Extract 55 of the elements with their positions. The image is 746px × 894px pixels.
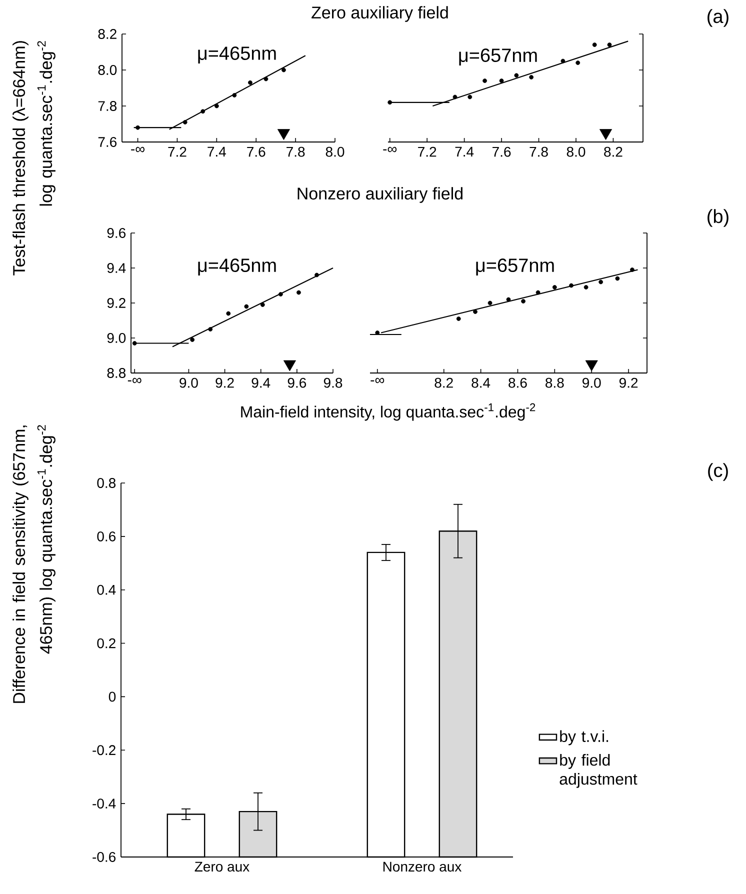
x-tick-label: 8.2 [434,378,453,388]
y-tick-label: -0.6 [92,852,116,862]
y-tick-label: 0 [108,692,116,702]
series-label: μ=657nm [459,48,537,66]
x-tick-label: -∞ [128,378,142,384]
x-tick-label: 9.6 [288,378,306,388]
text: (c) [708,463,728,481]
x-tick-label: 8.0 [326,146,344,157]
y-tick-label: 8.0 [98,65,117,75]
x-tick-label: 9.8 [324,378,342,388]
x-tick-label: 7.4 [455,146,474,156]
y-tick-label: 0.6 [97,531,116,542]
x-tick-label: 7.8 [286,146,305,157]
y-tick-label: 8.2 [98,29,116,39]
y-tick-label: 7.8 [98,101,117,111]
legend-label: by t.v.i. [560,730,608,746]
x-tick-label: -∞ [383,146,397,152]
x-tick-label: 8.4 [472,378,490,388]
x-tick-label: 9.4 [252,378,270,388]
y-tick-label: 0.4 [97,584,116,595]
x-tick-label: 9.0 [180,378,198,388]
x-tick-label: 9.2 [619,378,638,388]
x-tick-label: -∞ [131,146,145,152]
y-tick-label: 9.6 [107,228,126,238]
text: (b) [708,209,728,227]
series-label: μ=465nm [198,46,276,64]
series-label: μ=465nm [198,258,276,276]
y-tick-label: -0.2 [92,745,116,756]
text: (a) [708,9,728,27]
text: Nonzero auxiliary field [298,187,462,203]
x-tick-label: 7.2 [168,146,186,157]
x-tick-label: 7.6 [247,146,266,157]
x-tick-label: 7.2 [418,146,436,157]
text: Zero auxiliary field [312,6,448,22]
x-tick-label: 8.0 [566,146,586,157]
x-axis-title: Main-field intensity, log quanta.sec$^{-1}$.deg$^{-2}$ [241,403,536,421]
x-tick-label: 7.4 [208,146,226,156]
y-tick-label: 9.4 [107,263,126,273]
y-tick-label: 0.2 [97,638,116,648]
x-tick-label: 8.8 [546,378,564,388]
y-tick-label: -0.4 [92,798,116,809]
x-tick-label: Zero aux [194,862,250,872]
x-tick-label: 7.6 [492,146,511,157]
y-tick-label: 9.2 [107,298,126,308]
x-tick-label: 8.2 [604,146,622,157]
x-tick-label: 9.0 [582,378,601,388]
x-tick-label: Nonzero aux [383,862,462,872]
y-tick-label: 0.8 [97,478,116,488]
y-tick-label: 9.0 [107,333,126,343]
series-label: μ=657nm [476,258,554,276]
x-tick-label: 9.2 [216,378,234,388]
x-tick-label: 7.8 [530,146,548,157]
x-tick-label: -∞ [370,378,384,384]
x-tick-label: 8.6 [508,378,527,388]
legend-label: by field adjustment [560,754,638,788]
